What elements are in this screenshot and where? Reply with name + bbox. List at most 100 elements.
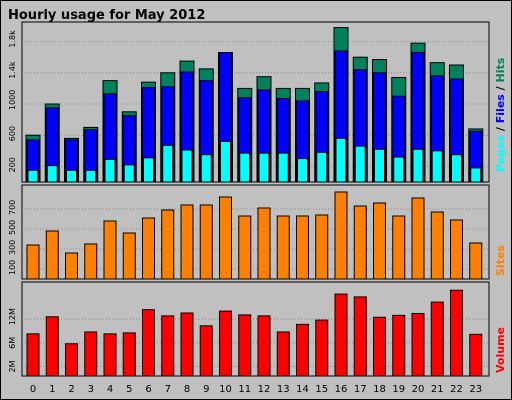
pages-bar <box>354 145 366 183</box>
ticks-layer: 200 600 1000 1.4k 1.8k 100 300 500 700 2M 6M 12M <box>8 30 17 373</box>
hits_files_pages-y-tick-label: 1.8k <box>8 30 17 48</box>
pages-bar <box>85 169 97 183</box>
sites-bar <box>238 215 252 280</box>
pages-bar <box>143 157 154 183</box>
sites-bar <box>161 209 175 280</box>
x-tick-label: 12 <box>258 384 271 395</box>
volume-bar <box>469 333 483 377</box>
volume-bar <box>392 314 406 377</box>
sites-bar <box>411 197 425 280</box>
x-tick-label: 22 <box>450 384 463 395</box>
volume-bar <box>180 312 194 377</box>
pages-bar <box>316 151 328 183</box>
x-tick-label: 23 <box>469 384 482 395</box>
sites-bar <box>26 244 40 280</box>
volume-bar <box>199 325 213 377</box>
x-tick-labels: 0 1 2 3 4 5 6 7 8 9 10 11 12 13 14 15 16 17 18 19 20 21 22 23 <box>30 384 482 395</box>
x-tick-label: 9 <box>203 384 209 395</box>
hits-label: Hits <box>494 57 507 82</box>
x-tick-label: 4 <box>107 384 113 395</box>
sites-panel-frame <box>21 184 490 280</box>
x-tick-label: 21 <box>431 384 444 395</box>
volume-bar <box>142 309 155 377</box>
sites-bar <box>103 220 117 280</box>
sites-bar <box>353 205 367 280</box>
sites-y-tick-label: 100 <box>8 260 17 275</box>
x-tick-label: 0 <box>30 384 36 395</box>
pages-bar <box>297 158 308 183</box>
pages-bar <box>66 169 77 183</box>
sites-bar <box>450 219 463 280</box>
x-tick-label: 7 <box>165 384 171 395</box>
hits_files_pages-y-tick-label: 1.4k <box>8 61 17 79</box>
volume-bar <box>122 332 136 377</box>
x-tick-label: 14 <box>296 384 309 395</box>
pages-label: Pages <box>494 134 507 172</box>
sites-bar <box>199 204 213 280</box>
pages-bar <box>104 158 116 183</box>
x-tick-label: 2 <box>68 384 74 395</box>
sites-bar <box>219 196 232 280</box>
files-label: Files <box>494 94 507 124</box>
pages-bar <box>258 152 270 183</box>
pages-bar <box>374 148 385 183</box>
sites-bar <box>257 207 271 280</box>
pages-bar <box>412 148 424 183</box>
pages-bar <box>239 152 251 183</box>
volume-bar <box>103 333 117 377</box>
hits_files_pages-y-tick-label: 600 <box>8 126 17 141</box>
volume-axis-label: Volume <box>494 327 507 373</box>
bars-layer <box>25 27 484 377</box>
pages-bar <box>470 167 482 183</box>
x-tick-label: 18 <box>373 384 386 395</box>
x-tick-label: 17 <box>354 384 367 395</box>
sites-y-tick-label: 300 <box>8 240 17 255</box>
sites-y-tick-label: 700 <box>8 200 17 215</box>
volume-y-tick-label: 12M <box>8 308 17 325</box>
volume-bar <box>411 312 425 377</box>
x-tick-label: 1 <box>49 384 55 395</box>
volume-bar <box>276 331 290 377</box>
sites-bar <box>122 232 136 280</box>
sites-bar <box>334 191 348 280</box>
sites-bar <box>373 202 386 280</box>
sites-bar <box>84 243 98 280</box>
volume-y-tick-label: 2M <box>8 360 17 372</box>
x-tick-label: 20 <box>412 384 425 395</box>
chart-title: Hourly usage for May 2012 <box>8 8 205 23</box>
volume-bar <box>26 333 40 377</box>
hits_files_pages-y-tick-label: 200 <box>8 157 17 172</box>
volume-bar <box>373 316 386 377</box>
volume-bar <box>334 293 348 377</box>
volume-bar <box>65 343 78 377</box>
pages-bar <box>277 152 289 183</box>
sites-bar <box>392 215 406 280</box>
pages-bar <box>393 156 405 183</box>
sites-bar <box>315 214 329 280</box>
x-tick-label: 3 <box>88 384 94 395</box>
pages-bar <box>46 165 58 183</box>
volume-bar <box>257 315 271 377</box>
volume-bar <box>353 296 367 377</box>
sites-axis-label: Sites <box>494 245 507 276</box>
pages-bar <box>451 154 462 183</box>
x-tick-label: 19 <box>392 384 405 395</box>
sites-bar <box>276 215 290 280</box>
x-tick-label: 10 <box>219 384 232 395</box>
x-tick-label: 11 <box>238 384 251 395</box>
sites-bar <box>430 211 444 280</box>
x-tick-label: 8 <box>184 384 190 395</box>
separator-2: / <box>494 82 507 94</box>
pages-bar <box>27 169 39 183</box>
sites-bar <box>142 217 155 280</box>
pages-bar <box>200 154 212 183</box>
volume-bar <box>450 289 463 377</box>
sites-bar <box>296 215 309 280</box>
x-tick-label: 6 <box>145 384 151 395</box>
pages-bar <box>335 137 347 183</box>
volume-bar <box>45 316 59 377</box>
volume-bar <box>84 331 98 377</box>
hits_files_pages-y-tick-label: 1000 <box>8 90 17 110</box>
pages-bar <box>220 140 231 183</box>
x-tick-label: 13 <box>277 384 290 395</box>
